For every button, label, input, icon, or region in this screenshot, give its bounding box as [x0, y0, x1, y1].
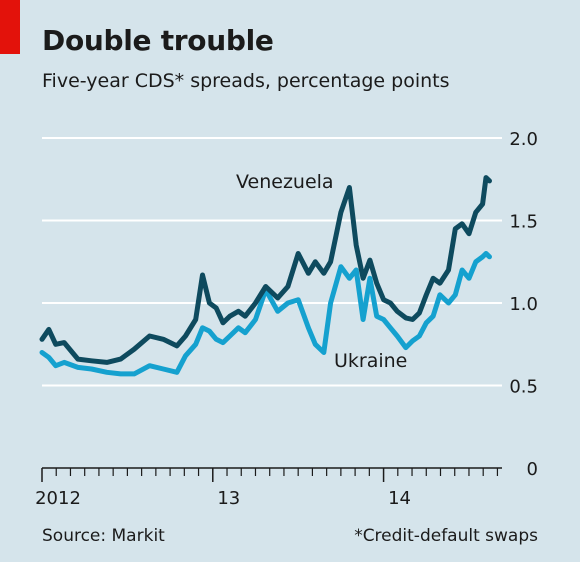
- x-tick-label: 13: [217, 488, 240, 509]
- source-note: Source: Markit: [42, 526, 165, 546]
- y-tick-label: 2.0: [509, 129, 538, 150]
- x-tick-label: 14: [388, 488, 411, 509]
- y-tick-label: 1.0: [509, 294, 538, 315]
- y-tick-label: 1.5: [509, 212, 538, 233]
- x-tick-label: 2012: [35, 488, 81, 509]
- series-label-venezuela: Venezuela: [236, 171, 334, 193]
- footnote: *Credit-default swaps: [354, 526, 538, 546]
- series-label-ukraine: Ukraine: [334, 350, 407, 372]
- y-tick-label: 0: [527, 459, 538, 480]
- y-tick-label: 0.5: [509, 377, 538, 398]
- brand-tab: [0, 0, 20, 54]
- series-line-ukraine: [39, 251, 492, 377]
- chart-title: Double trouble: [42, 24, 274, 57]
- chart-subtitle: Five-year CDS* spreads, percentage point…: [42, 70, 450, 92]
- series-line-venezuela: [39, 175, 492, 365]
